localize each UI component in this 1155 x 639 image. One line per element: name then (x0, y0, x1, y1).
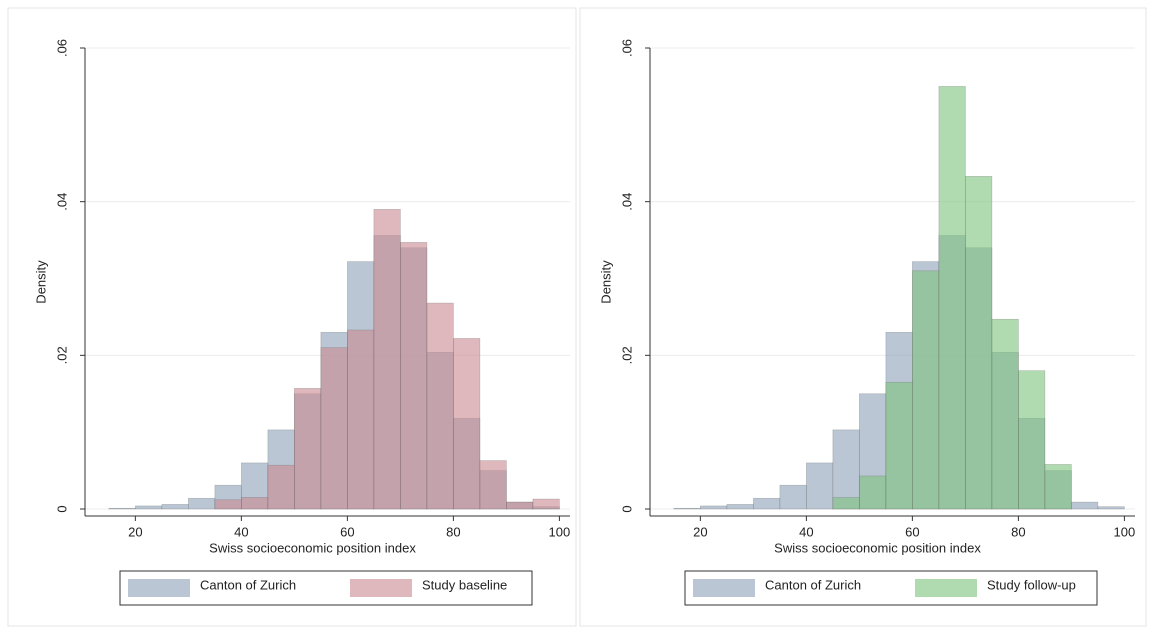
bar (1071, 501, 1099, 510)
bar (320, 347, 348, 510)
x-axis-label: Swiss socioeconomic position index (209, 540, 416, 555)
bar (506, 501, 534, 510)
bar (1044, 464, 1072, 510)
x-tick-label: 20 (693, 524, 707, 539)
bar (161, 504, 189, 510)
bar (453, 338, 481, 510)
x-axis-label: Swiss socioeconomic position index (774, 540, 981, 555)
bar (294, 388, 322, 510)
legend-label: Study baseline (422, 577, 507, 592)
legend-label: Study follow-up (987, 577, 1076, 592)
legend-swatch (915, 579, 977, 597)
y-tick-label: 0 (619, 505, 634, 512)
y-tick-label: .04 (54, 193, 69, 211)
bar (532, 498, 560, 510)
x-tick-label: 60 (340, 524, 354, 539)
y-tick-label: .02 (619, 346, 634, 364)
x-tick-label: 40 (799, 524, 813, 539)
y-tick-label: .02 (54, 346, 69, 364)
bar (267, 464, 295, 510)
bar (753, 497, 781, 510)
bar (832, 429, 860, 510)
bar (991, 318, 1019, 510)
bar (373, 209, 401, 510)
x-tick-label: 100 (549, 524, 571, 539)
x-tick-label: 20 (128, 524, 142, 539)
bar (885, 381, 913, 510)
x-tick-label: 40 (234, 524, 248, 539)
bar (426, 302, 454, 510)
bar (479, 460, 507, 510)
panel (7, 7, 577, 627)
y-axis-label: Density (33, 260, 48, 304)
legend-swatch (693, 579, 755, 597)
bar (188, 497, 216, 510)
legend-label: Canton of Zurich (765, 577, 861, 592)
bar (832, 497, 860, 510)
bar (1097, 506, 1125, 510)
bar (400, 242, 428, 510)
legend-swatch (350, 579, 412, 597)
y-tick-label: .06 (619, 39, 634, 57)
x-tick-label: 80 (1011, 524, 1025, 539)
legend-swatch (128, 579, 190, 597)
y-tick-label: .04 (619, 193, 634, 211)
bar (241, 497, 269, 510)
bar (347, 329, 375, 510)
x-tick-label: 60 (905, 524, 919, 539)
legend-label: Canton of Zurich (200, 577, 296, 592)
bar (806, 462, 834, 510)
bar (726, 504, 754, 510)
x-tick-label: 80 (446, 524, 460, 539)
bar (779, 484, 807, 510)
bar (938, 86, 966, 510)
bar (1018, 370, 1046, 510)
panel (579, 7, 1147, 627)
y-tick-label: 0 (54, 505, 69, 512)
bar (965, 176, 993, 510)
bar (135, 505, 163, 510)
bar (700, 505, 728, 510)
bar (912, 270, 940, 510)
bar (214, 499, 242, 510)
y-axis-label: Density (598, 260, 613, 304)
bar (108, 507, 136, 510)
x-tick-label: 100 (1114, 524, 1136, 539)
y-tick-label: .06 (54, 39, 69, 57)
bar (859, 475, 887, 510)
bar (673, 507, 701, 510)
